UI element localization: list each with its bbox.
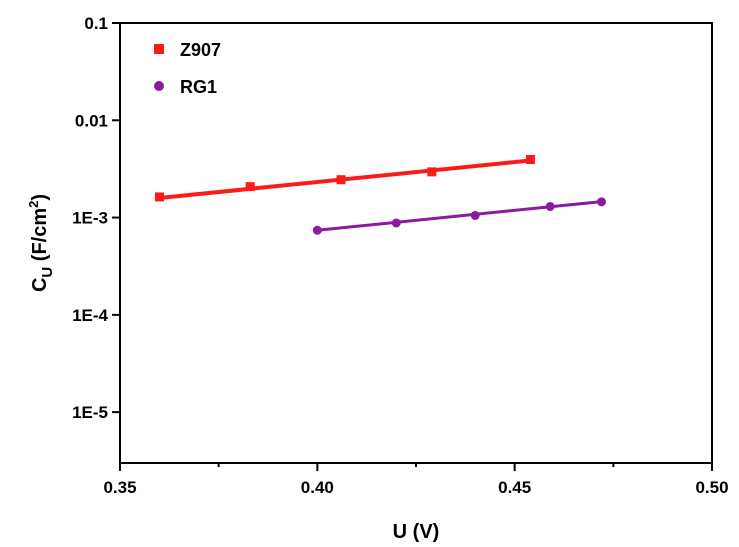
data-point-circle [596,197,606,207]
x-tick-label: 0.50 [695,478,728,497]
x-axis-ticks: 0.35 0.40 0.45 0.50 [103,463,729,497]
y-tick-label: 0.1 [84,14,108,33]
y-tick-label: 1E-5 [72,403,108,422]
y-axis-title: CU (F/cm2) [26,194,56,292]
data-point-circle [545,201,555,211]
data-point-circle [470,211,480,221]
y-axis-title-unit: (F/cm [29,208,51,267]
y-axis-title-superscript: 2 [26,201,41,208]
data-point-square [245,182,255,192]
data-point-square [427,167,437,177]
y-axis-title-close: ) [29,194,51,201]
legend: Z907 RG1 [154,40,221,97]
y-tick-label: 0.01 [75,111,108,130]
legend-marker-square [154,44,164,54]
y-tick-label: 1E-3 [72,209,108,228]
y-axis-ticks: 1E-5 1E-4 1E-3 0.01 0.1 [72,14,120,422]
y-axis-title-subscript: U [39,267,56,278]
x-tick-label: 0.45 [498,478,531,497]
data-point-square [525,155,535,165]
data-point-square [336,175,346,185]
y-tick-label: 1E-4 [72,306,108,325]
x-tick-label: 0.40 [301,478,334,497]
fit-lines [159,158,602,232]
data-points [154,155,606,235]
data-point-circle [312,225,322,235]
data-point-circle [391,218,401,228]
legend-marker-circle [154,81,164,91]
fit-line [159,158,535,200]
data-point-square [154,192,164,202]
fit-line [317,200,602,232]
legend-label: RG1 [180,77,217,97]
y-axis-title-main: C [29,278,51,292]
x-axis-title: U (V) [393,521,440,543]
legend-label: Z907 [180,40,221,60]
x-tick-label: 0.35 [103,478,136,497]
